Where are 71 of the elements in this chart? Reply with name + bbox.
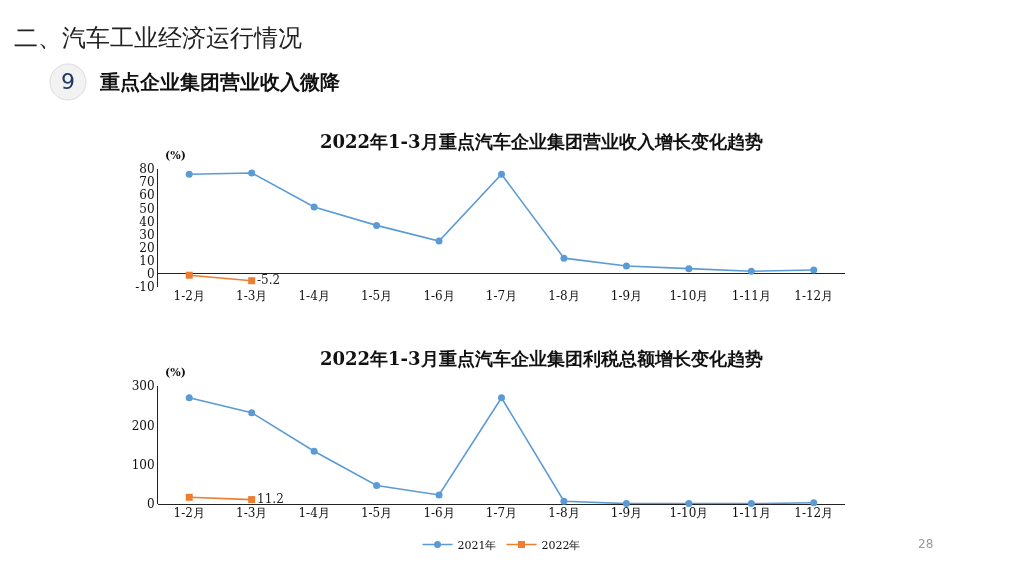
x-tick-label: 1-8月: [548, 506, 580, 520]
y-tick-label: 200: [131, 418, 155, 433]
y-axis-title: (%): [165, 366, 186, 379]
x-tick-label: 1-11月: [731, 506, 771, 520]
point: [248, 496, 256, 504]
y-tick-label: 0: [146, 267, 155, 282]
chart-title: 2022年1-3月重点汽车企业集团营业收入增长变化趋势: [320, 131, 763, 152]
x-tick-label: 1-5月: [360, 289, 393, 303]
y-tick-label: 300: [131, 379, 155, 394]
point: [747, 267, 755, 275]
x-tick-label: 1-6月: [423, 506, 455, 520]
point: [248, 409, 256, 417]
y-tick-label: 60: [139, 188, 155, 203]
point: [435, 237, 443, 245]
y-tick-label: 50: [139, 201, 155, 216]
text: 28: [918, 537, 934, 551]
x-tick-label: 1-3月: [236, 506, 268, 520]
x-tick-label: 1-4月: [298, 506, 330, 520]
y-tick-label: 30: [139, 227, 155, 242]
point: [185, 271, 193, 279]
point: [185, 170, 193, 178]
legend-label: 2022年: [541, 538, 581, 552]
point: [685, 265, 693, 273]
point: [498, 170, 505, 178]
point: [560, 254, 568, 262]
x-tick-label: 1-7月: [485, 289, 518, 303]
point: [185, 394, 193, 402]
y-tick-label: -10: [135, 280, 155, 295]
x-tick-label: 1-11月: [731, 289, 771, 303]
x-tick-label: 1-12月: [794, 289, 834, 303]
x-tick-label: 1-10月: [669, 506, 709, 520]
x-tick-label: 1-9月: [610, 289, 643, 303]
y-tick-label: 70: [139, 175, 155, 190]
data-label: -5.2: [257, 272, 281, 287]
point: [248, 277, 256, 285]
point: [435, 491, 443, 499]
y-tick-label: 10: [139, 253, 155, 268]
point: [373, 221, 381, 229]
point: [810, 499, 818, 507]
x-tick-label: 1-7月: [485, 506, 518, 520]
point: [498, 394, 505, 402]
y-tick-label: 0: [146, 497, 155, 512]
x-tick-label: 1-4月: [298, 289, 330, 303]
point: [310, 447, 318, 455]
x-tick-label: 1-10月: [669, 289, 709, 303]
x-tick-label: 1-12月: [794, 506, 834, 520]
point: [310, 203, 318, 211]
point: [560, 497, 568, 505]
data-label: 11.2: [257, 491, 284, 506]
x-tick-label: 1-2月: [173, 289, 205, 303]
legend-label: 2021年: [457, 538, 497, 552]
point: [248, 169, 256, 177]
y-tick-label: 80: [139, 162, 155, 177]
y-tick-label: 100: [131, 457, 155, 472]
point: [185, 493, 193, 501]
x-tick-label: 1-9月: [610, 506, 643, 520]
y-axis-title: (%): [165, 149, 186, 162]
point: [373, 482, 381, 490]
chart-title: 2022年1-3月重点汽车企业集团利税总额增长变化趋势: [320, 348, 763, 369]
x-tick-label: 1-6月: [423, 289, 455, 303]
x-tick-label: 1-8月: [548, 289, 580, 303]
text: 9: [61, 69, 75, 94]
x-tick-label: 1-5月: [360, 506, 393, 520]
point: [622, 262, 630, 270]
x-tick-label: 1-3月: [236, 289, 268, 303]
text: 二、汽车工业经济运行情况: [14, 24, 302, 52]
y-tick-label: 40: [139, 214, 155, 229]
point: [810, 266, 818, 274]
y-tick-label: 20: [139, 240, 155, 255]
x-tick-label: 1-2月: [173, 506, 205, 520]
text: 重点企业集团营业收入微降: [99, 70, 341, 94]
